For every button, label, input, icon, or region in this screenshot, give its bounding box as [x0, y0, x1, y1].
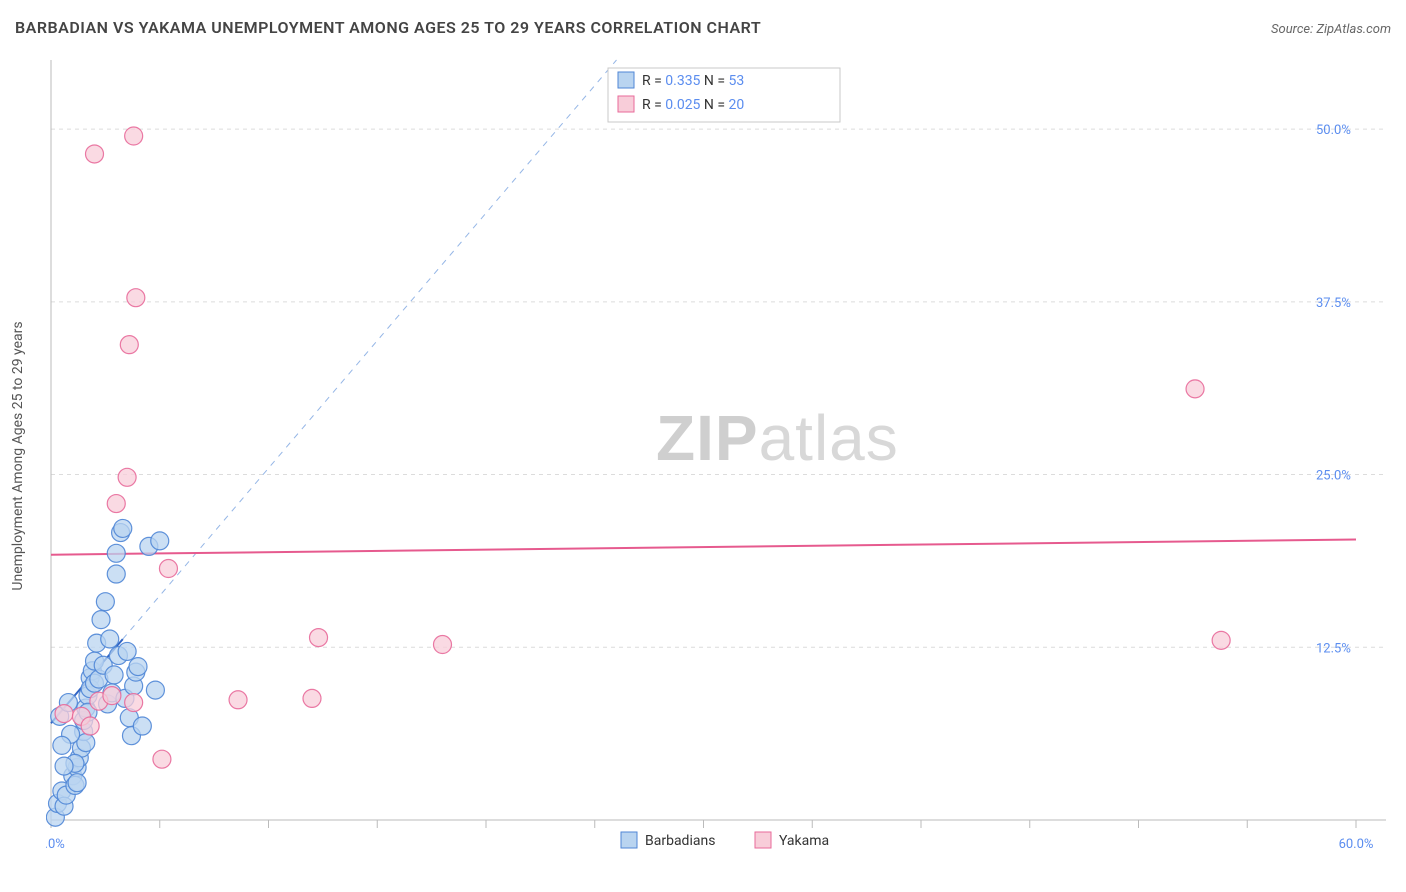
source-name: ZipAtlas.com: [1316, 22, 1391, 37]
svg-text:ZIPatlas: ZIPatlas: [656, 402, 899, 474]
svg-text:0.0%: 0.0%: [46, 837, 65, 852]
svg-text:12.5%: 12.5%: [1316, 641, 1351, 656]
svg-text:R = 0.025 N = 20: R = 0.025 N = 20: [642, 97, 744, 113]
chart-container: Unemployment Among Ages 25 to 29 years Z…: [46, 50, 1396, 862]
svg-text:Barbadians: Barbadians: [645, 833, 715, 849]
svg-text:Yakama: Yakama: [779, 833, 829, 849]
svg-text:60.0%: 60.0%: [1339, 837, 1374, 852]
source-prefix: Source:: [1271, 22, 1316, 37]
chart-header: BARBADIAN VS YAKAMA UNEMPLOYMENT AMONG A…: [15, 18, 1391, 37]
chart-title: BARBADIAN VS YAKAMA UNEMPLOYMENT AMONG A…: [15, 18, 761, 37]
y-axis-label: Unemployment Among Ages 25 to 29 years: [10, 321, 26, 590]
chart-source: Source: ZipAtlas.com: [1271, 22, 1391, 37]
svg-text:25.0%: 25.0%: [1316, 469, 1351, 484]
svg-text:R = 0.335 N = 53: R = 0.335 N = 53: [642, 73, 744, 89]
correlation-scatter-chart: ZIPatlas 12.5% 25.0% 37.5% 50.0% 0.0% 60.0% R =…: [46, 50, 1396, 862]
svg-text:37.5%: 37.5%: [1316, 296, 1351, 311]
svg-text:50.0%: 50.0%: [1316, 123, 1351, 138]
